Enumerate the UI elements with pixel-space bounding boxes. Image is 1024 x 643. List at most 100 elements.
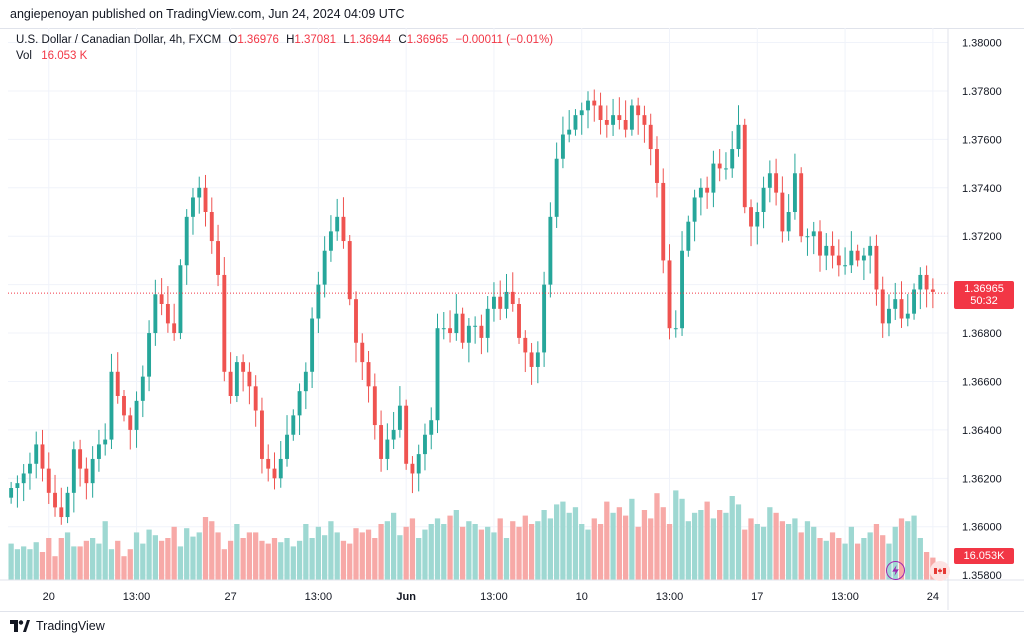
candle-up (109, 371, 114, 440)
candle-down (115, 371, 120, 396)
volume-bar (760, 526, 767, 580)
price-tick-label: 1.36000 (962, 522, 1002, 534)
candle-down (40, 444, 45, 469)
volume-bar (115, 540, 121, 580)
volume-bar (384, 521, 390, 580)
candle-down (122, 396, 126, 416)
candle-down (880, 289, 885, 324)
volume-bar (880, 535, 886, 580)
volume-bar (441, 524, 447, 580)
change-value: −0.00011 (−0.01%) (455, 34, 554, 46)
tradingview-footer[interactable]: TradingView (10, 619, 105, 633)
candle-up (786, 212, 791, 232)
volume-bar (96, 543, 102, 580)
candle-down (247, 371, 252, 387)
volume-bar (152, 535, 158, 580)
candle-up (560, 134, 565, 159)
candle-down (642, 115, 647, 125)
volume-bar (453, 510, 459, 580)
volume-bar (334, 532, 340, 580)
lightning-button[interactable] (886, 561, 905, 580)
volume-bar (597, 524, 604, 580)
candle-up (15, 483, 20, 488)
candle-up (328, 231, 333, 251)
time-axis: 20 13:00 27 13:00 Jun 13:00 10 13:00 17 13:00 24 (0, 28, 1024, 610)
candle-down (598, 105, 603, 120)
open-label: O (228, 34, 238, 46)
candle-down (410, 463, 415, 474)
candle-down (899, 299, 904, 319)
time-tick-label: 13:00 (123, 591, 151, 603)
time-tick-label: Jun (396, 591, 416, 603)
volume-bar (717, 510, 723, 580)
volume-bar (917, 538, 923, 580)
volume-bar (660, 507, 666, 580)
chart-canvas[interactable]: 1.35800 1.36000 1.36200 1.36400 1.36600 1.368… (0, 28, 1024, 610)
candle-down (836, 255, 841, 266)
volume-bar (503, 538, 510, 580)
candle-down (241, 362, 246, 372)
volume-bar (259, 540, 265, 580)
volume-bar (673, 490, 679, 580)
candle-up (96, 444, 101, 459)
low-label: L (343, 34, 350, 46)
candle-down (209, 212, 214, 242)
volume-bar (497, 518, 503, 580)
volume-bar (579, 524, 585, 580)
volume-bar (485, 526, 491, 580)
volume-bar (77, 546, 83, 580)
candle-up (912, 289, 916, 314)
candle-down (253, 386, 258, 411)
candle-up (385, 439, 390, 459)
time-tick-label: 13:00 (831, 591, 859, 603)
open-value: 1.36976 (237, 34, 279, 46)
candle-up (285, 434, 289, 459)
candle-up (542, 284, 547, 353)
candle-down (379, 425, 384, 459)
candle-up (90, 458, 95, 484)
volume-bar (340, 540, 347, 580)
volume-tag: 16.053K (954, 548, 1014, 564)
price-tick-label: 1.36400 (962, 425, 1002, 437)
candle-up (680, 250, 684, 329)
volume-bar (133, 532, 140, 580)
volume-bar (898, 518, 905, 580)
volume-bar (190, 536, 196, 580)
candle-down (799, 173, 804, 237)
volume-bar (121, 556, 127, 580)
candle-up (887, 308, 891, 324)
ohlc-legend: U.S. Dollar / Canadian Dollar, 4h, FXCM … (16, 34, 553, 46)
tradingview-brand: TradingView (36, 619, 105, 633)
candle-up (548, 216, 553, 285)
candle-down (78, 449, 83, 469)
candle-up (567, 129, 572, 135)
volume-bar (403, 526, 409, 580)
candle-up (586, 100, 590, 111)
candle-down (930, 289, 935, 292)
candle-up (473, 325, 478, 327)
candle-down (874, 245, 879, 290)
candle-up (535, 352, 540, 367)
candle-up (673, 328, 678, 330)
candle-up (316, 284, 321, 319)
volume-bar (748, 518, 754, 580)
volume-bar (14, 549, 21, 580)
volume-bar (685, 521, 691, 580)
candle-down (742, 124, 747, 208)
volume-bar (742, 529, 748, 580)
candle-up (724, 168, 728, 170)
price-tick-label: 1.36800 (962, 328, 1002, 340)
candle-up (103, 439, 108, 445)
candle-down (53, 492, 57, 508)
time-tick-label: 13:00 (656, 591, 684, 603)
candle-up (504, 291, 509, 309)
volume-bar (729, 496, 735, 580)
candle-up (761, 187, 766, 212)
candle-down (372, 386, 377, 426)
candle-up (454, 313, 459, 334)
volume-bar (817, 538, 823, 580)
close-label: C (398, 34, 407, 46)
volume-bar (654, 493, 660, 580)
volume-bar (842, 543, 848, 580)
currency-flag-button[interactable] (930, 561, 950, 581)
